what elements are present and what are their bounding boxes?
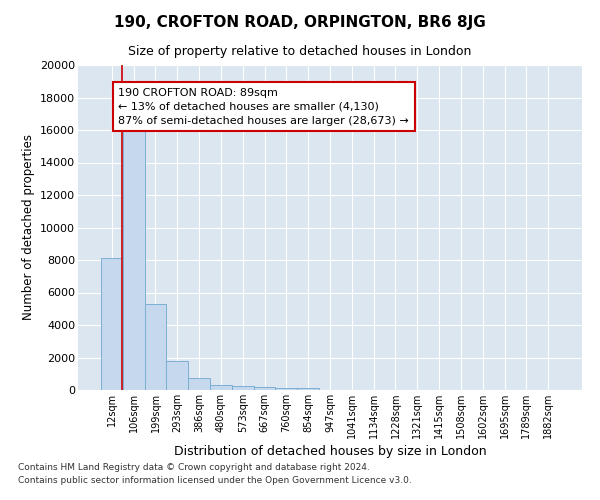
Y-axis label: Number of detached properties: Number of detached properties — [22, 134, 35, 320]
Text: Contains HM Land Registry data © Crown copyright and database right 2024.: Contains HM Land Registry data © Crown c… — [18, 464, 370, 472]
Bar — [210, 384, 232, 390]
Bar — [232, 386, 254, 390]
Text: Contains public sector information licensed under the Open Government Licence v3: Contains public sector information licen… — [18, 476, 412, 485]
Bar — [297, 388, 319, 390]
Bar — [166, 361, 188, 390]
X-axis label: Distribution of detached houses by size in London: Distribution of detached houses by size … — [173, 445, 487, 458]
Bar — [123, 120, 145, 390]
Bar — [254, 387, 275, 390]
Bar — [101, 258, 123, 390]
Bar — [188, 378, 210, 390]
Text: Size of property relative to detached houses in London: Size of property relative to detached ho… — [128, 45, 472, 58]
Text: 190, CROFTON ROAD, ORPINGTON, BR6 8JG: 190, CROFTON ROAD, ORPINGTON, BR6 8JG — [114, 15, 486, 30]
Text: 190 CROFTON ROAD: 89sqm
← 13% of detached houses are smaller (4,130)
87% of semi: 190 CROFTON ROAD: 89sqm ← 13% of detache… — [118, 88, 409, 126]
Bar — [145, 304, 166, 390]
Bar — [275, 388, 297, 390]
